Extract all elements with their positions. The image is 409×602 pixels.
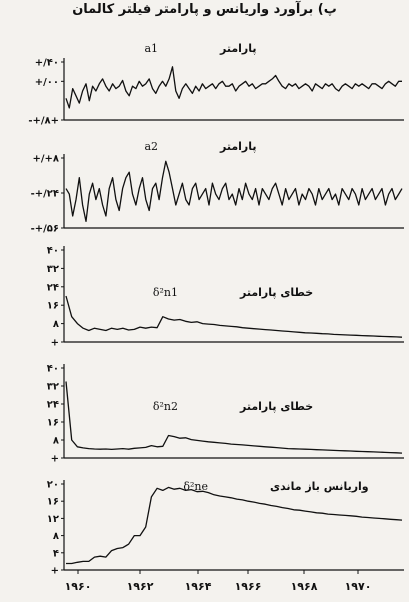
x-tick-label: ۱۹۶۲: [127, 580, 154, 593]
panel-title: واریانس باز ماندی: [270, 480, 369, 493]
y-tick-label: ۸: [53, 436, 59, 447]
series-line: [66, 486, 403, 565]
y-tick-label: +: [51, 338, 59, 349]
y-tick-label: ۳۲: [47, 264, 59, 275]
y-tick-label: ۱۶: [47, 418, 59, 429]
panel-symbol: δ²n2: [153, 400, 178, 413]
y-tick-label: ۱۶: [47, 497, 59, 508]
panel-title: خطای پارامتر: [239, 400, 313, 413]
y-tick-label: -+/۵۶: [31, 224, 59, 235]
panel-title: خطای پارامتر: [239, 286, 313, 299]
y-tick-label: -+/۲۴: [31, 189, 59, 200]
panel-symbol: a1: [144, 42, 158, 55]
y-tick-label: +: [51, 566, 59, 577]
y-tick-label: ۴: [53, 548, 59, 559]
x-tick-label: ۱۹۷۰: [345, 580, 372, 593]
x-tick-label: ۱۹۶۴: [185, 580, 212, 593]
figure-title: پ) برآورد واریانس و پارامتر فیلتر کالمان: [72, 2, 337, 17]
series-line: [65, 66, 402, 109]
y-tick-label: ۸: [53, 319, 59, 330]
y-tick-label: ۴۰: [47, 246, 59, 257]
panel-title: پارامتر: [219, 42, 257, 55]
panel-symbol: δ²ne: [183, 480, 208, 493]
y-tick-label: ۴۰: [47, 364, 59, 375]
chart-panel-1: +/۴۰ +/۰۰ -+/۸+ پارامتر a1: [28, 42, 404, 127]
y-tick-label: +: [51, 454, 59, 465]
panel-title: پارامتر: [219, 140, 257, 153]
y-tick-label: ۸: [53, 531, 59, 542]
y-tick-label: +/۴۰: [35, 58, 59, 69]
y-tick-label: +/+۸: [32, 154, 59, 165]
x-tick-label: ۱۹۶۰: [65, 580, 92, 593]
series-line: [65, 381, 403, 454]
y-tick-label: ۲۴: [47, 282, 59, 293]
panel-symbol: δ²n1: [153, 286, 178, 299]
y-tick-label: ۱۶: [47, 301, 59, 312]
series-line: [65, 295, 403, 338]
y-tick-label: -+/۸+: [28, 116, 59, 127]
y-tick-label: ۲۰: [47, 480, 59, 491]
x-tick-label: ۱۹۶۸: [291, 580, 318, 593]
chart-panel-5: +۴ ۸ ۱۲ ۱۶ ۲۰ واریانس باز ماندی δ²ne: [47, 480, 404, 577]
chart-panel-3: +۸ ۱۶ ۲۴ ۳۲ ۴۰ خطای پارامتر δ²n1: [47, 246, 404, 349]
y-tick-label: ۳۲: [47, 382, 59, 393]
panel-symbol: a2: [144, 140, 158, 153]
x-tick-label: ۱۹۶۶: [235, 580, 262, 593]
chart-panel-4: +۸ ۱۶ ۲۴ ۳۲ ۴۰ خطای پارامتر δ²n2: [47, 364, 404, 465]
series-line: [65, 160, 403, 223]
y-tick-label: +/۰۰: [35, 77, 59, 88]
y-tick-label: ۲۴: [47, 400, 59, 411]
chart-panel-2: +/+۸ -+/۲۴ -+/۵۶ پارامتر a2: [31, 140, 404, 235]
y-tick-label: ۱۲: [47, 514, 59, 525]
